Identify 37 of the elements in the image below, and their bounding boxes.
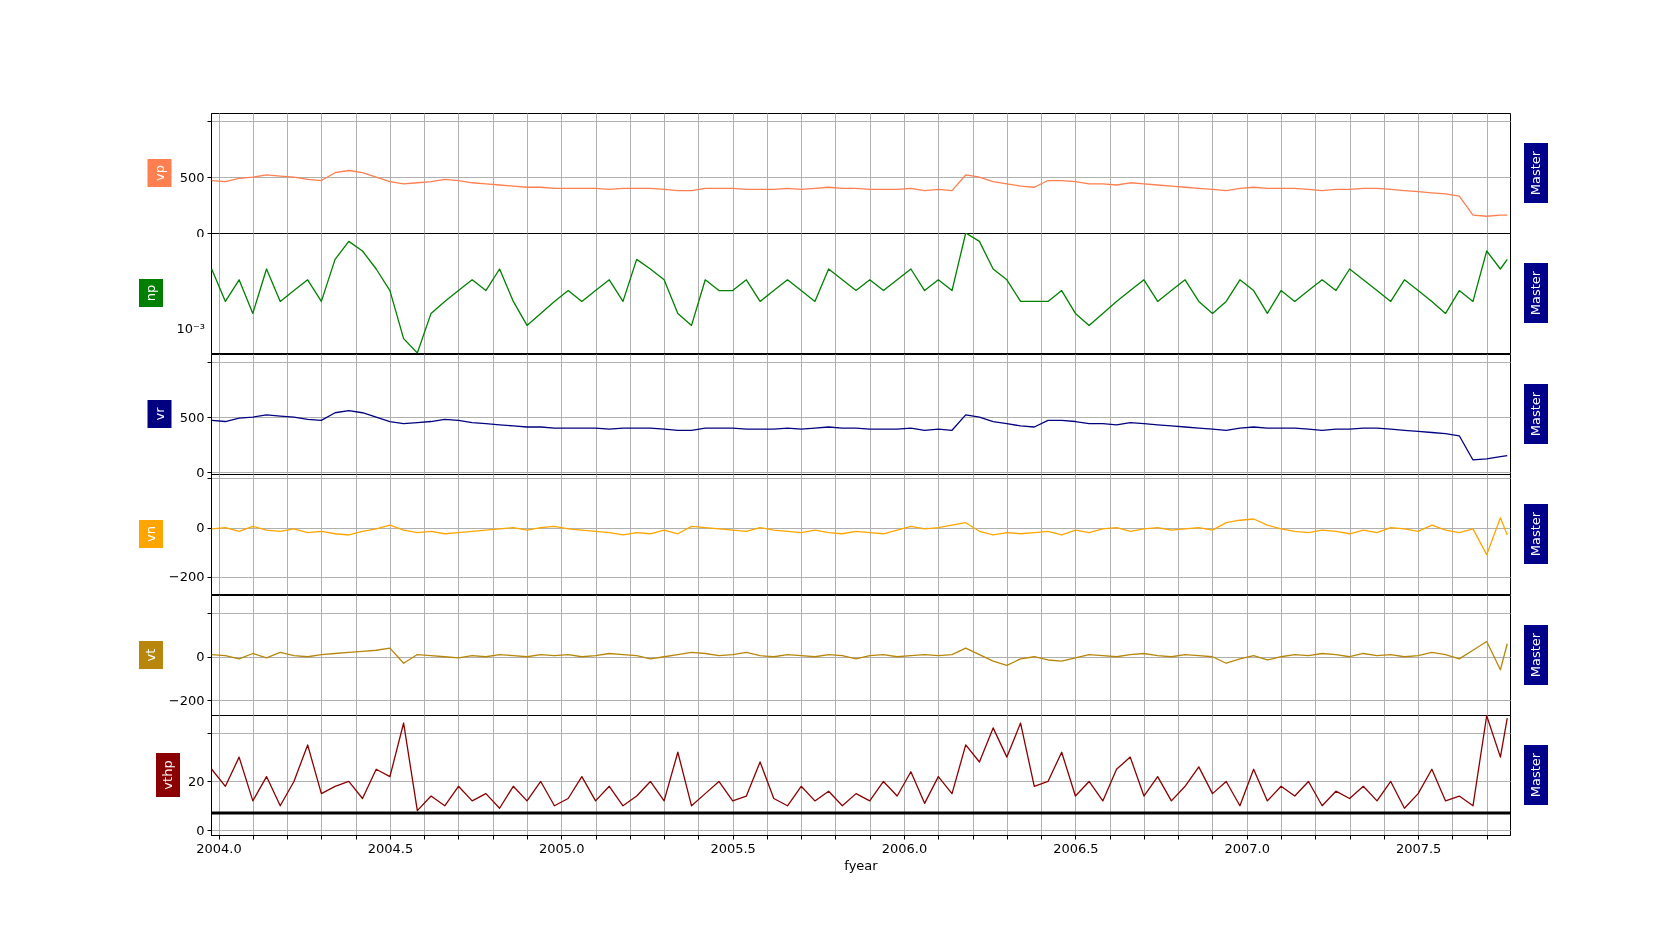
y-axis-title: np xyxy=(143,284,158,302)
y-tick-label: 0 xyxy=(196,225,205,241)
text: Master xyxy=(1528,632,1543,678)
line-series xyxy=(211,409,1508,461)
text: Master xyxy=(1528,752,1543,798)
y-axis-title: vthp xyxy=(160,760,175,790)
x-tick-label: 2005.5 xyxy=(710,840,756,856)
text: 10⁻³ xyxy=(176,321,205,336)
x-tick-label: 2006.5 xyxy=(1053,840,1099,856)
y-axis-title: vp xyxy=(151,165,167,181)
text: Master xyxy=(1528,511,1543,557)
text: Master xyxy=(1528,150,1543,196)
x-axis-title: fyear xyxy=(844,857,879,873)
x-tick-label: 2004.0 xyxy=(196,840,242,856)
text: Master xyxy=(1528,391,1543,437)
y-tick-label: 0 xyxy=(196,520,205,536)
y-axis-title: vr xyxy=(151,406,167,421)
y-tick-label: 0 xyxy=(196,464,205,480)
y-tick-label: −200 xyxy=(168,569,205,585)
y-tick-label: 20 xyxy=(187,773,205,789)
x-tick-label: 2005.0 xyxy=(539,840,585,856)
y-tick-label: 0 xyxy=(196,822,205,838)
y-tick-label: 500 xyxy=(179,409,205,425)
x-tick-label: 2007.0 xyxy=(1224,840,1271,856)
x-tick-label: 2007.5 xyxy=(1395,840,1442,856)
y-tick-label: 0 xyxy=(196,649,205,665)
line-series xyxy=(211,715,1508,812)
y-axis-title: vn xyxy=(143,526,158,542)
line-series xyxy=(211,169,1508,217)
line-series xyxy=(211,640,1508,671)
text: Master xyxy=(1528,270,1543,316)
x-tick-label: 2004.5 xyxy=(367,840,414,856)
y-tick-label: 500 xyxy=(179,169,205,185)
y-tick-label: −200 xyxy=(168,692,205,708)
y-axis-title: vt xyxy=(143,648,158,662)
x-tick-label: 2006.0 xyxy=(881,840,928,856)
line-series xyxy=(211,517,1508,556)
